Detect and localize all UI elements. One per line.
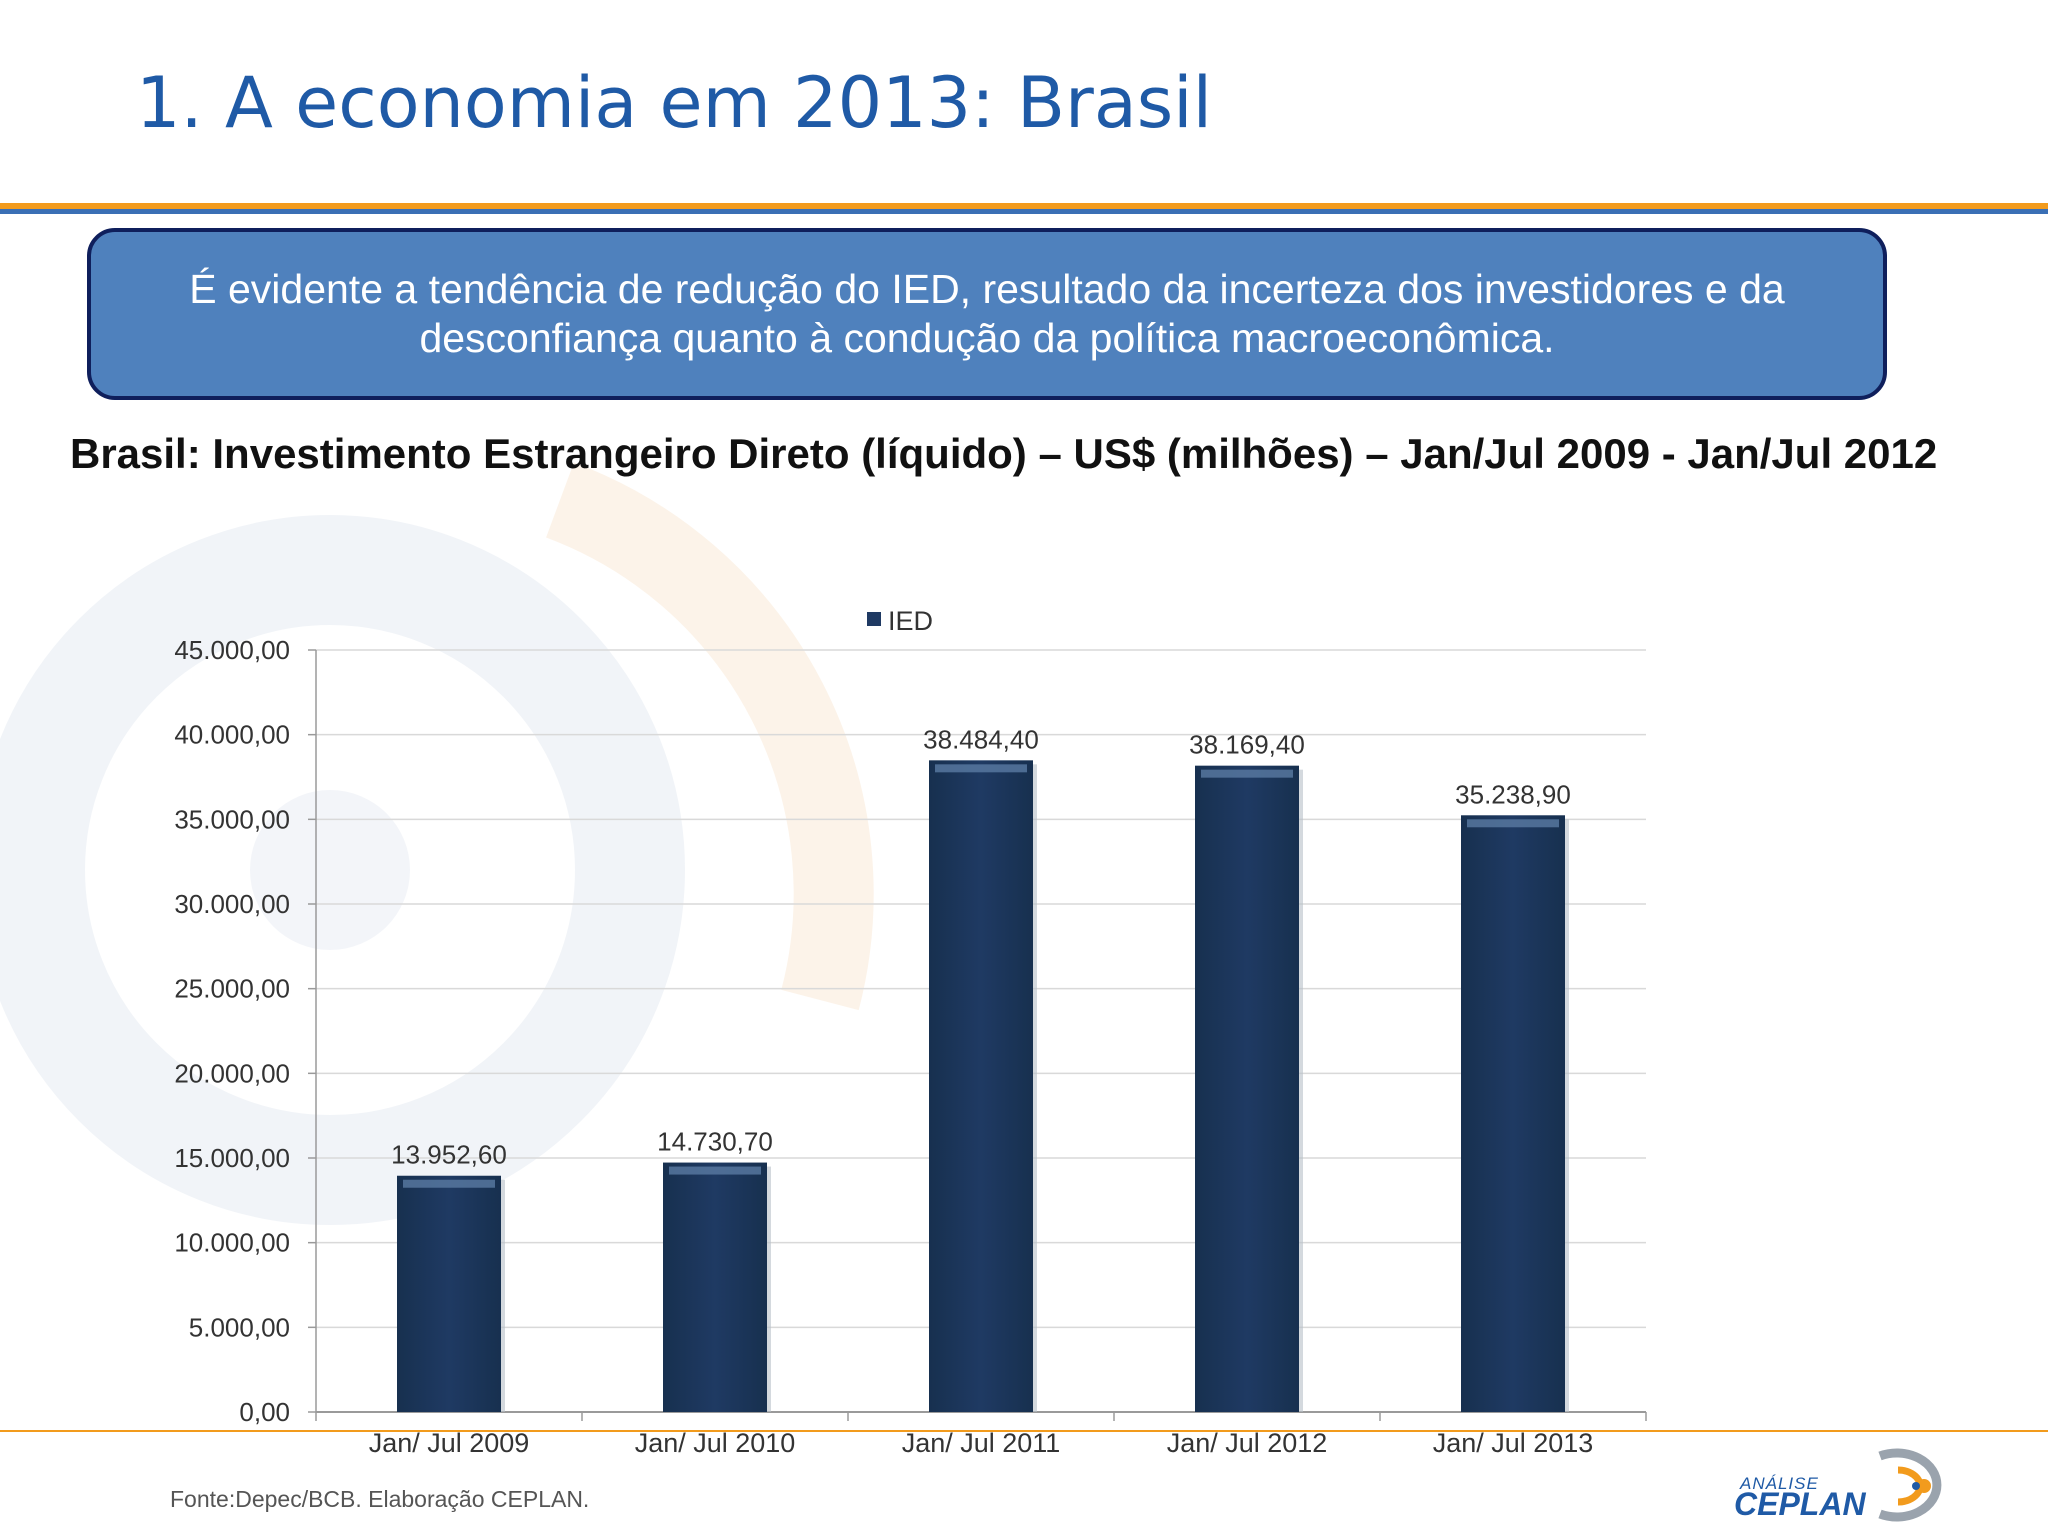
footer-divider <box>0 1430 2048 1432</box>
y-tick-label: 10.000,00 <box>174 1228 290 1258</box>
bar-highlight <box>669 1166 761 1175</box>
legend-swatch <box>867 612 881 626</box>
legend-label: IED <box>888 606 933 636</box>
x-tick-label: Jan/ Jul 2012 <box>1167 1428 1328 1458</box>
slide-title: 1. A economia em 2013: Brasil <box>136 62 1213 144</box>
bar-highlight <box>935 764 1027 773</box>
bar-highlight <box>403 1179 495 1188</box>
data-label: 14.730,70 <box>657 1127 773 1157</box>
callout-text: É evidente a tendência de redução do IED… <box>189 266 1785 361</box>
data-label: 38.169,40 <box>1189 730 1305 760</box>
y-tick-label: 5.000,00 <box>189 1312 290 1342</box>
logo-top-text: ANÁLISE <box>1740 1474 1819 1493</box>
header-divider-blue <box>0 209 2048 214</box>
y-tick-label: 0,00 <box>239 1397 290 1427</box>
source-note: Fonte:Depec/BCB. Elaboração CEPLAN. <box>170 1486 590 1512</box>
data-label: 13.952,60 <box>391 1140 507 1170</box>
header-divider-orange <box>0 203 2048 209</box>
x-tick-label: Jan/ Jul 2009 <box>369 1428 530 1458</box>
y-tick-label: 35.000,00 <box>174 804 290 834</box>
bar <box>397 1175 501 1412</box>
x-tick-label: Jan/ Jul 2010 <box>635 1428 796 1458</box>
bar-highlight <box>1467 819 1559 828</box>
data-label: 38.484,40 <box>923 724 1039 754</box>
y-tick-label: 20.000,00 <box>174 1058 290 1088</box>
bar-highlight <box>1201 769 1293 778</box>
callout-box: É evidente a tendência de redução do IED… <box>87 228 1887 400</box>
y-tick-label: 45.000,00 <box>174 635 290 665</box>
data-label: 35.238,90 <box>1455 779 1571 809</box>
ceplan-logo <box>1878 1448 1942 1522</box>
chart-heading: Brasil: Investimento Estrangeiro Direto … <box>70 430 1938 477</box>
bar <box>663 1162 767 1412</box>
bar <box>929 760 1033 1412</box>
y-tick-label: 30.000,00 <box>174 889 290 919</box>
logo-main-text: CEPLAN <box>1734 1486 1866 1522</box>
y-tick-label: 25.000,00 <box>174 974 290 1004</box>
x-tick-label: Jan/ Jul 2011 <box>902 1428 1061 1458</box>
bar <box>1461 815 1565 1412</box>
y-tick-label: 40.000,00 <box>174 720 290 750</box>
bar <box>1195 765 1299 1412</box>
x-tick-label: Jan/ Jul 2013 <box>1433 1428 1594 1458</box>
y-tick-label: 15.000,00 <box>174 1143 290 1173</box>
